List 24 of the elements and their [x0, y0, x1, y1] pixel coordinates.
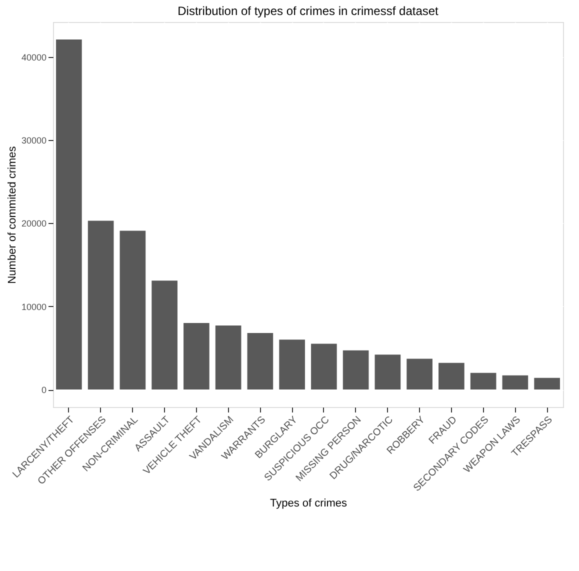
y-tick-label: 20000 [21, 218, 46, 229]
bar [247, 332, 274, 390]
bar [215, 325, 242, 390]
bar [374, 354, 401, 390]
y-tick-label: 10000 [21, 302, 46, 312]
bar [470, 372, 496, 390]
bar [120, 230, 146, 390]
bar [406, 358, 432, 390]
x-axis-title: Types of crimes [270, 497, 348, 510]
bar [342, 350, 369, 390]
y-tick-label: 0 [41, 385, 46, 395]
bar [184, 322, 210, 390]
bar [56, 40, 82, 390]
bar [279, 340, 305, 390]
bar [88, 220, 114, 390]
chart-title: Distribution of types of crimes in crimessf dataset [178, 4, 440, 18]
bar [152, 280, 178, 390]
bar [311, 344, 337, 390]
bar [502, 375, 528, 390]
bar [534, 378, 560, 390]
y-axis-title: Number of commited crimes [6, 146, 18, 284]
bar [438, 362, 464, 390]
y-tick-label: 30000 [21, 136, 46, 146]
y-tick-label: 40000 [21, 52, 46, 62]
